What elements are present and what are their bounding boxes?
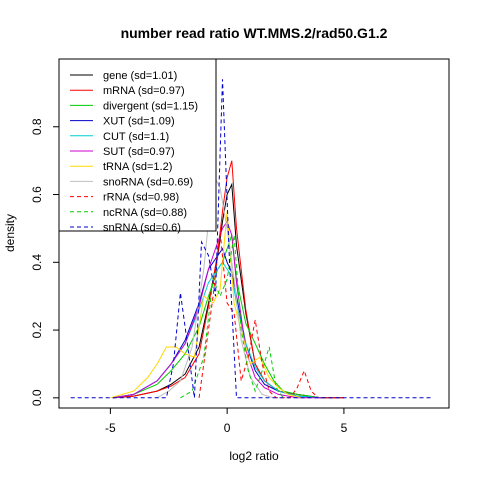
x-axis-label: log2 ratio	[229, 449, 279, 463]
x-tick-label: 5	[341, 421, 348, 435]
y-axis: 0.0 0.2 0.4 0.6 0.8	[30, 118, 60, 406]
y-tick-label: 0.0	[30, 389, 44, 406]
legend-label-rrna: rRNA (sd=0.98)	[103, 192, 179, 204]
legend-entries: gene (sd=1.01) mRNA (sd=0.97) divergent (s…	[70, 70, 198, 234]
series-line-rrna	[198, 231, 319, 399]
series-line-ncrna	[180, 235, 284, 399]
chart-title: number read ratio WT.MMS.2/rad50.G1.2	[121, 25, 388, 41]
y-tick-label: 0.6	[30, 186, 44, 203]
series-line-snrna	[70, 79, 433, 399]
series-layer	[70, 79, 433, 399]
legend-box	[58, 58, 217, 232]
legend-label-sut: SUT (sd=0.97)	[103, 146, 175, 158]
legend-label-trna: tRNA (sd=1.2)	[103, 161, 172, 173]
series-line-trna	[110, 211, 303, 399]
series-line-cut	[112, 261, 321, 399]
x-axis: -5 0 5	[105, 407, 348, 435]
legend-label-gene: gene (sd=1.01)	[103, 70, 177, 82]
legend-label-snrna: snRNA (sd=0.6)	[103, 222, 181, 234]
legend-label-ncrna: ncRNA (sd=0.88)	[103, 207, 187, 219]
x-tick-label: -5	[105, 421, 116, 435]
legend-label-cut: CUT (sd=1.1)	[103, 131, 169, 143]
legend: gene (sd=1.01) mRNA (sd=0.97) divergent (s…	[58, 58, 217, 234]
series-line-divergent	[112, 235, 321, 399]
series-line-sut	[112, 220, 321, 399]
y-tick-label: 0.4	[30, 254, 44, 271]
legend-label-snorna: snoRNA (sd=0.69)	[103, 176, 193, 188]
y-axis-label: density	[3, 214, 17, 252]
legend-label-mrna: mRNA (sd=0.97)	[103, 85, 185, 97]
y-tick-label: 0.8	[30, 118, 44, 135]
x-tick-label: 0	[224, 421, 231, 435]
legend-label-divergent: divergent (sd=1.15)	[103, 100, 198, 112]
y-tick-label: 0.2	[30, 321, 44, 338]
legend-label-xut: XUT (sd=1.09)	[103, 116, 175, 128]
